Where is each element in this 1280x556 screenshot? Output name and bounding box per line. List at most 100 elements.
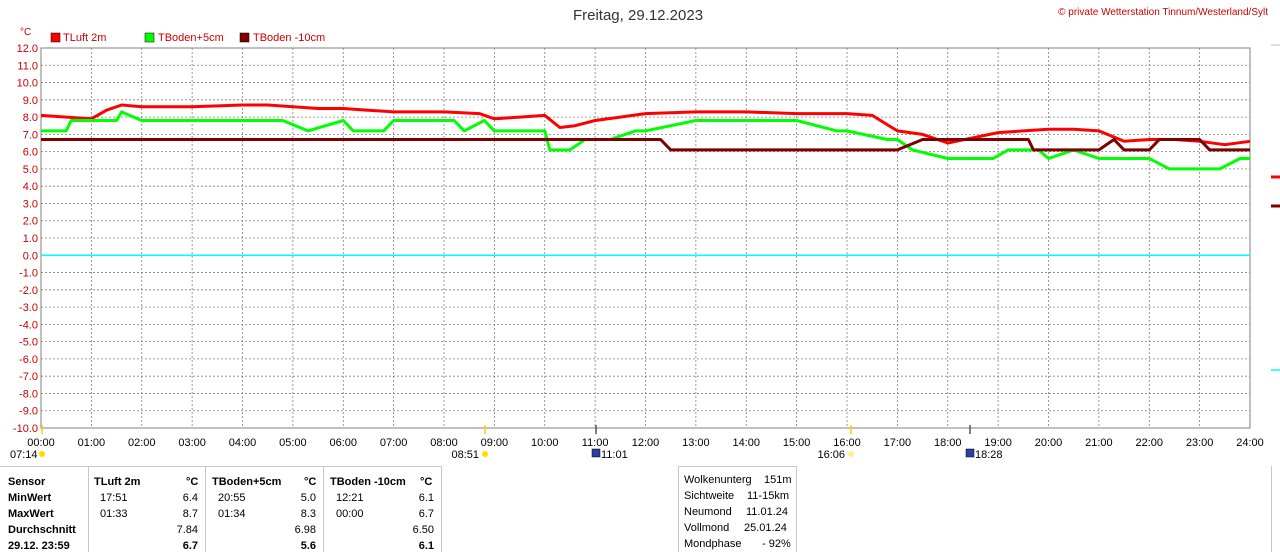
x-tick-label: 17:00 — [884, 437, 912, 449]
stats-value-1: 6.7 — [182, 540, 198, 552]
x-tick-label: 08:00 — [430, 437, 458, 449]
astro-divider-left — [678, 466, 679, 552]
y-tick-label: -8.0 — [19, 388, 38, 400]
marker-time-label: 16:06 — [817, 449, 845, 461]
y-tick-label: -3.0 — [19, 302, 38, 314]
stats-time-2: 01:34 — [218, 508, 246, 520]
x-tick-label: 01:00 — [78, 437, 106, 449]
astro-row: Sichtweite 11-15km — [684, 490, 804, 506]
marker-time-label: 08:51 — [451, 449, 479, 461]
stats-divider-3 — [323, 466, 324, 552]
y-tick-label: 12.0 — [17, 43, 38, 55]
y-tick-label: -4.0 — [19, 319, 38, 331]
astro-divider-right — [796, 466, 797, 552]
x-tick-label: 03:00 — [178, 437, 206, 449]
y-unit-label: °C — [20, 27, 31, 38]
marker-time-label: 11:01 — [601, 449, 628, 461]
x-tick-label: 18:00 — [934, 437, 962, 449]
astro-label: Mondphase — [684, 538, 742, 550]
y-tick-label: 9.0 — [23, 95, 38, 107]
x-tick-label: 23:00 — [1186, 437, 1214, 449]
stats-top-border — [0, 466, 442, 467]
astro-row: Mondphase - 92% — [684, 538, 804, 554]
y-tick-label: -1.0 — [19, 268, 38, 280]
y-tick-label: 4.0 — [23, 181, 38, 193]
y-tick-label: 7.0 — [23, 129, 38, 141]
stats-header-col2: TBoden+5cm — [212, 476, 282, 488]
stats-row: Durchschnitt 7.84 6.98 6.50 — [4, 524, 444, 540]
legend-label-tboden10: TBoden -10cm — [253, 32, 325, 44]
stats-header-sensor: Sensor — [8, 476, 46, 488]
y-tick-label: 10.0 — [17, 78, 38, 90]
stats-divider-1 — [88, 466, 89, 552]
stats-row-label: MinWert — [8, 492, 52, 504]
y-axis-ticks: 12.0 11.0 10.0 9.0 8.0 7.0 6.0 5.0 4.0 3.0 2.0 1.0 0… — [13, 43, 38, 435]
x-tick-label: 15:00 — [783, 437, 811, 449]
y-tick-label: 0.0 — [23, 250, 38, 262]
sun-moon-markers: 07:14 08:51 11:01 16:06 18:28 — [10, 425, 1003, 461]
x-tick-label: 00:00 — [27, 437, 55, 449]
sun-icon — [39, 451, 45, 457]
x-tick-label: 19:00 — [984, 437, 1012, 449]
grid — [40, 47, 1251, 429]
x-tick-label: 24:00 — [1236, 437, 1264, 449]
stats-time-3: 00:00 — [336, 508, 364, 520]
stats-divider-4 — [441, 466, 442, 552]
stats-value-3: 6.1 — [418, 492, 434, 504]
marker-time-label: 18:28 — [975, 449, 1003, 461]
astro-value: 11.01.24 — [746, 506, 789, 518]
stats-time-3: 12:21 — [336, 492, 364, 504]
stats-value-2: 8.3 — [300, 508, 316, 520]
legend-label-tboden5: TBoden+5cm — [158, 32, 224, 44]
y-tick-label: 2.0 — [23, 216, 38, 228]
tluft-line — [40, 103, 1251, 147]
stats-value-2: 6.98 — [294, 524, 316, 536]
series-lines — [40, 103, 1251, 171]
stats-header-unit1: °C — [186, 476, 199, 488]
stats-value-2: 5.0 — [300, 492, 316, 504]
x-tick-label: 20:00 — [1035, 437, 1063, 449]
legend-swatch-tluft — [50, 32, 61, 43]
x-tick-label: 02:00 — [128, 437, 156, 449]
sun-icon — [482, 451, 488, 457]
stats-header-col3: TBoden -10cm — [330, 476, 406, 488]
temperature-chart: Freitag, 29.12.2023 © private Wetterstat… — [10, 7, 1280, 461]
stats-header-row: Sensor TLuft 2m °C TBoden+5cm °C TBoden … — [4, 476, 444, 492]
astro-label: Vollmond — [684, 522, 730, 534]
astro-value: 11-15km — [747, 490, 789, 502]
astro-label: Neumond — [684, 506, 732, 518]
stats-value-3: 6.1 — [418, 540, 434, 552]
tboden10-line — [41, 138, 1250, 152]
statistics-table: Sensor TLuft 2m °C TBoden+5cm °C TBoden … — [4, 472, 444, 552]
legend-swatch-tboden10 — [239, 32, 250, 43]
x-tick-label: 09:00 — [481, 437, 509, 449]
x-axis-ticks: 00:00 01:00 02:00 03:00 04:00 05:00 06:00 07:00… — [27, 437, 1264, 449]
y-tick-label: -10.0 — [13, 423, 38, 435]
y-tick-label: -5.0 — [19, 337, 38, 349]
y-tick-label: -9.0 — [19, 406, 38, 418]
copyright-text: © private Wetterstation Tinnum/Westerlan… — [1058, 7, 1268, 18]
stats-row-label: MaxWert — [8, 508, 54, 520]
stats-header-unit2: °C — [304, 476, 317, 488]
stats-header-unit3: °C — [420, 476, 433, 488]
legend: TLuft 2m TBoden+5cm TBoden -10cm — [50, 32, 325, 44]
astro-value: 25.01.24 — [744, 522, 787, 534]
x-tick-label: 14:00 — [732, 437, 760, 449]
stats-divider-2 — [205, 466, 206, 552]
y-tick-label: -7.0 — [19, 371, 38, 383]
stats-row: MaxWert 01:33 8.7 01:34 8.3 00:00 6.7 — [4, 508, 444, 524]
stats-value-1: 7.84 — [176, 524, 198, 536]
x-tick-label: 12:00 — [632, 437, 660, 449]
stats-value-2: 5.6 — [300, 540, 316, 552]
stats-header-col1: TLuft 2m — [94, 476, 141, 488]
y-tick-label: 3.0 — [23, 198, 38, 210]
astro-top-border — [678, 466, 797, 467]
x-tick-label: 11:00 — [582, 437, 609, 449]
stats-time-1: 17:51 — [100, 492, 128, 504]
marker-time-label: 07:14 — [10, 449, 38, 461]
right-panel-divider — [1271, 466, 1272, 552]
stats-row-label: 29.12. 23:59 — [8, 540, 70, 552]
legend-label-tluft: TLuft 2m — [63, 32, 106, 44]
stats-value-1: 6.4 — [182, 492, 198, 504]
stats-value-3: 6.50 — [412, 524, 434, 536]
